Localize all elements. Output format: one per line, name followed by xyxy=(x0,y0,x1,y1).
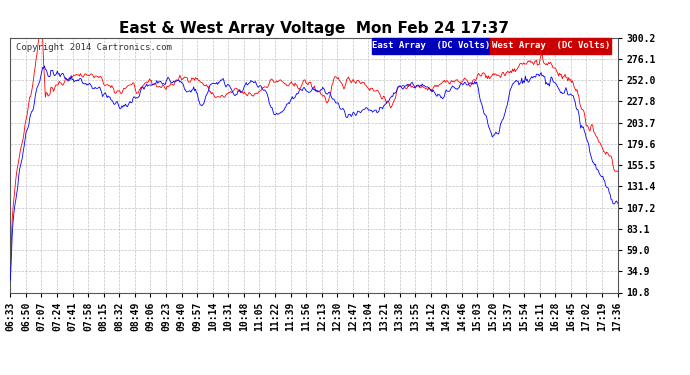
Text: West Array  (DC Volts): West Array (DC Volts) xyxy=(492,41,610,50)
FancyBboxPatch shape xyxy=(490,38,611,54)
Text: East Array  (DC Volts): East Array (DC Volts) xyxy=(372,41,490,50)
Title: East & West Array Voltage  Mon Feb 24 17:37: East & West Array Voltage Mon Feb 24 17:… xyxy=(119,21,509,36)
FancyBboxPatch shape xyxy=(372,38,490,54)
Text: Copyright 2014 Cartronics.com: Copyright 2014 Cartronics.com xyxy=(17,43,172,52)
